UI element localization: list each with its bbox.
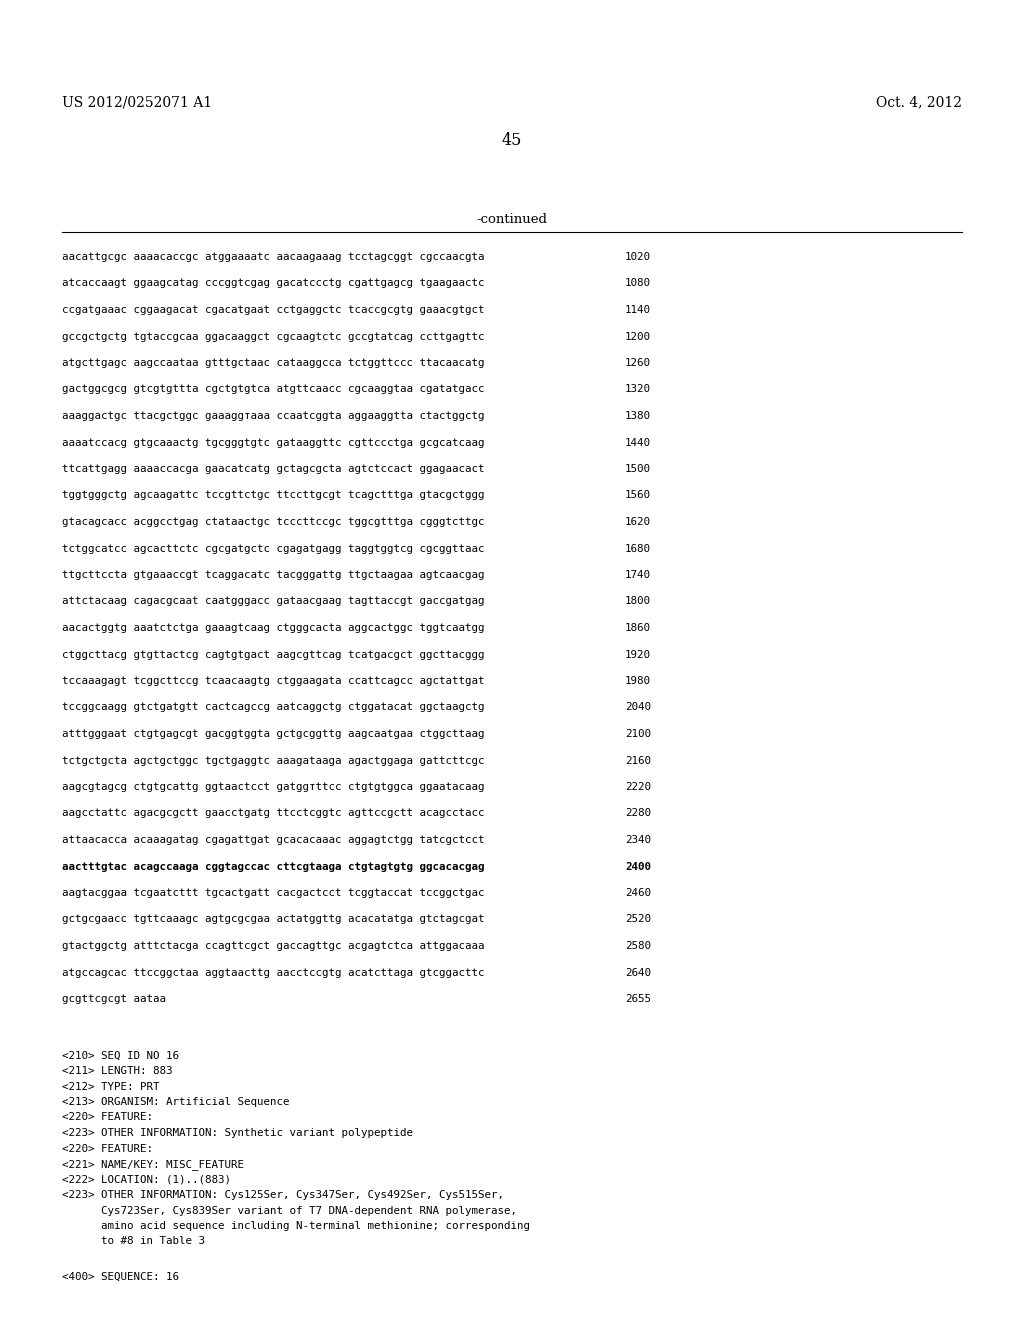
Text: tccggcaagg gtctgatgtt cactcagccg aatcaggctg ctggatacat ggctaagctg: tccggcaagg gtctgatgtt cactcagccg aatcagg… xyxy=(62,702,484,713)
Text: 1260: 1260 xyxy=(625,358,651,368)
Text: 2280: 2280 xyxy=(625,808,651,818)
Text: gactggcgcg gtcgtgttta cgctgtgtca atgttcaacc cgcaaggtaa cgatatgacc: gactggcgcg gtcgtgttta cgctgtgtca atgttca… xyxy=(62,384,484,395)
Text: 2220: 2220 xyxy=(625,781,651,792)
Text: 1800: 1800 xyxy=(625,597,651,606)
Text: 1020: 1020 xyxy=(625,252,651,261)
Text: 2340: 2340 xyxy=(625,836,651,845)
Text: atcaccaagt ggaagcatag cccggtcgag gacatccctg cgattgagcg tgaagaactc: atcaccaagt ggaagcatag cccggtcgag gacatcc… xyxy=(62,279,484,289)
Text: -continued: -continued xyxy=(476,213,548,226)
Text: <223> OTHER INFORMATION: Synthetic variant polypeptide: <223> OTHER INFORMATION: Synthetic varia… xyxy=(62,1129,413,1138)
Text: gtactggctg atttctacga ccagttcgct gaccagttgc acgagtctca attggacaaa: gtactggctg atttctacga ccagttcgct gaccagt… xyxy=(62,941,484,950)
Text: 1140: 1140 xyxy=(625,305,651,315)
Text: 1080: 1080 xyxy=(625,279,651,289)
Text: 2580: 2580 xyxy=(625,941,651,950)
Text: <212> TYPE: PRT: <212> TYPE: PRT xyxy=(62,1081,160,1092)
Text: attaacacca acaaagatag cgagattgat gcacacaaac aggagtctgg tatcgctcct: attaacacca acaaagatag cgagattgat gcacaca… xyxy=(62,836,484,845)
Text: US 2012/0252071 A1: US 2012/0252071 A1 xyxy=(62,95,212,110)
Text: aacactggtg aaatctctga gaaagtcaag ctgggcacta aggcactggc tggtcaatgg: aacactggtg aaatctctga gaaagtcaag ctgggca… xyxy=(62,623,484,634)
Text: 1620: 1620 xyxy=(625,517,651,527)
Text: 2460: 2460 xyxy=(625,888,651,898)
Text: aaaggactgc ttacgctggc gaaaggтaaa ccaatcggta aggaaggtta ctactggctg: aaaggactgc ttacgctggc gaaaggтaaa ccaatcg… xyxy=(62,411,484,421)
Text: ctggcttacg gtgttactcg cagtgtgact aagcgttcag tcatgacgct ggcttacggg: ctggcttacg gtgttactcg cagtgtgact aagcgtt… xyxy=(62,649,484,660)
Text: 2040: 2040 xyxy=(625,702,651,713)
Text: atttgggaat ctgtgagcgt gacggtggta gctgcggttg aagcaatgaa ctggcttaag: atttgggaat ctgtgagcgt gacggtggta gctgcgg… xyxy=(62,729,484,739)
Text: to #8 in Table 3: to #8 in Table 3 xyxy=(62,1237,205,1246)
Text: aactttgtac acagccaaga cggtagccac cttcgtaaga ctgtagtgtg ggcacacgag: aactttgtac acagccaaga cggtagccac cttcgta… xyxy=(62,862,484,871)
Text: 2100: 2100 xyxy=(625,729,651,739)
Text: atgcttgagc aagccaataa gtttgctaac cataaggcca tctggttccc ttacaacatg: atgcttgagc aagccaataa gtttgctaac cataagg… xyxy=(62,358,484,368)
Text: ccgatgaaac cggaagacat cgacatgaat cctgaggctc tcaccgcgtg gaaacgtgct: ccgatgaaac cggaagacat cgacatgaat cctgagg… xyxy=(62,305,484,315)
Text: <211> LENGTH: 883: <211> LENGTH: 883 xyxy=(62,1067,172,1076)
Text: tccaaagagt tcggcttccg tcaacaagtg ctggaagata ccattcagcc agctattgat: tccaaagagt tcggcttccg tcaacaagtg ctggaag… xyxy=(62,676,484,686)
Text: 1920: 1920 xyxy=(625,649,651,660)
Text: <222> LOCATION: (1)..(883): <222> LOCATION: (1)..(883) xyxy=(62,1175,231,1184)
Text: amino acid sequence including N-terminal methionine; corresponding: amino acid sequence including N-terminal… xyxy=(62,1221,530,1232)
Text: tctgctgcta agctgctggc tgctgaggtc aaagataaga agactggaga gattcttcgc: tctgctgcta agctgctggc tgctgaggtc aaagata… xyxy=(62,755,484,766)
Text: Oct. 4, 2012: Oct. 4, 2012 xyxy=(876,95,962,110)
Text: 2520: 2520 xyxy=(625,915,651,924)
Text: aacattgcgc aaaacaccgc atggaaaatc aacaagaaag tcctagcggt cgccaacgta: aacattgcgc aaaacaccgc atggaaaatc aacaaga… xyxy=(62,252,484,261)
Text: ttcattgagg aaaaccacga gaacatcatg gctagcgcta agtctccact ggagaacact: ttcattgagg aaaaccacga gaacatcatg gctagcg… xyxy=(62,465,484,474)
Text: <220> FEATURE:: <220> FEATURE: xyxy=(62,1143,153,1154)
Text: 1380: 1380 xyxy=(625,411,651,421)
Text: <213> ORGANISM: Artificial Sequence: <213> ORGANISM: Artificial Sequence xyxy=(62,1097,290,1107)
Text: 1320: 1320 xyxy=(625,384,651,395)
Text: ttgcttccta gtgaaaccgt tcaggacatc tacgggattg ttgctaagaa agtcaacgag: ttgcttccta gtgaaaccgt tcaggacatc tacggga… xyxy=(62,570,484,579)
Text: 45: 45 xyxy=(502,132,522,149)
Text: 1740: 1740 xyxy=(625,570,651,579)
Text: gctgcgaacc tgttcaaagc agtgcgcgaa actatggttg acacatatga gtctagcgat: gctgcgaacc tgttcaaagc agtgcgcgaa actatgg… xyxy=(62,915,484,924)
Text: aagcgtagcg ctgtgcattg ggtaactcct gatggтttcc ctgtgtggca ggaatacaag: aagcgtagcg ctgtgcattg ggtaactcct gatggтt… xyxy=(62,781,484,792)
Text: aaaatccacg gtgcaaactg tgcgggtgtc gataaggttc cgttccctga gcgcatcaag: aaaatccacg gtgcaaactg tgcgggtgtc gataagg… xyxy=(62,437,484,447)
Text: 1860: 1860 xyxy=(625,623,651,634)
Text: aagcctattc agacgcgctt gaacctgatg ttcctcggtc agttccgctt acagcctacc: aagcctattc agacgcgctt gaacctgatg ttcctcg… xyxy=(62,808,484,818)
Text: tggtgggctg agcaagattc tccgttctgc ttccttgcgt tcagctttga gtacgctggg: tggtgggctg agcaagattc tccgttctgc ttccttg… xyxy=(62,491,484,500)
Text: 1200: 1200 xyxy=(625,331,651,342)
Text: 2655: 2655 xyxy=(625,994,651,1005)
Text: <220> FEATURE:: <220> FEATURE: xyxy=(62,1113,153,1122)
Text: attctacaag cagacgcaat caatgggacc gataacgaag tagttaccgt gaccgatgag: attctacaag cagacgcaat caatgggacc gataacg… xyxy=(62,597,484,606)
Text: 1440: 1440 xyxy=(625,437,651,447)
Text: 2640: 2640 xyxy=(625,968,651,978)
Text: tctggcatcc agcacttctc cgcgatgctc cgagatgagg taggtggtcg cgcggttaac: tctggcatcc agcacttctc cgcgatgctc cgagatg… xyxy=(62,544,484,553)
Text: 1680: 1680 xyxy=(625,544,651,553)
Text: Cys723Ser, Cys839Ser variant of T7 DNA-dependent RNA polymerase,: Cys723Ser, Cys839Ser variant of T7 DNA-d… xyxy=(62,1205,517,1216)
Text: 2400: 2400 xyxy=(625,862,651,871)
Text: gccgctgctg tgtaccgcaa ggacaaggct cgcaagtctc gccgtatcag ccttgagttc: gccgctgctg tgtaccgcaa ggacaaggct cgcaagt… xyxy=(62,331,484,342)
Text: <223> OTHER INFORMATION: Cys125Ser, Cys347Ser, Cys492Ser, Cys515Ser,: <223> OTHER INFORMATION: Cys125Ser, Cys3… xyxy=(62,1191,504,1200)
Text: 2160: 2160 xyxy=(625,755,651,766)
Text: aagtacggaa tcgaatcttt tgcactgatt cacgactcct tcggtaccat tccggctgac: aagtacggaa tcgaatcttt tgcactgatt cacgact… xyxy=(62,888,484,898)
Text: 1560: 1560 xyxy=(625,491,651,500)
Text: <221> NAME/KEY: MISC_FEATURE: <221> NAME/KEY: MISC_FEATURE xyxy=(62,1159,244,1170)
Text: gcgttcgcgt aataa: gcgttcgcgt aataa xyxy=(62,994,166,1005)
Text: <210> SEQ ID NO 16: <210> SEQ ID NO 16 xyxy=(62,1051,179,1060)
Text: <400> SEQUENCE: 16: <400> SEQUENCE: 16 xyxy=(62,1272,179,1282)
Text: 1500: 1500 xyxy=(625,465,651,474)
Text: atgccagcac ttccggctaa aggtaacttg aacctccgtg acatcttaga gtcggacttc: atgccagcac ttccggctaa aggtaacttg aacctcc… xyxy=(62,968,484,978)
Text: gtacagcacc acggcctgag ctataactgc tcccttccgc tggcgtttga cgggtcttgc: gtacagcacc acggcctgag ctataactgc tcccttc… xyxy=(62,517,484,527)
Text: 1980: 1980 xyxy=(625,676,651,686)
